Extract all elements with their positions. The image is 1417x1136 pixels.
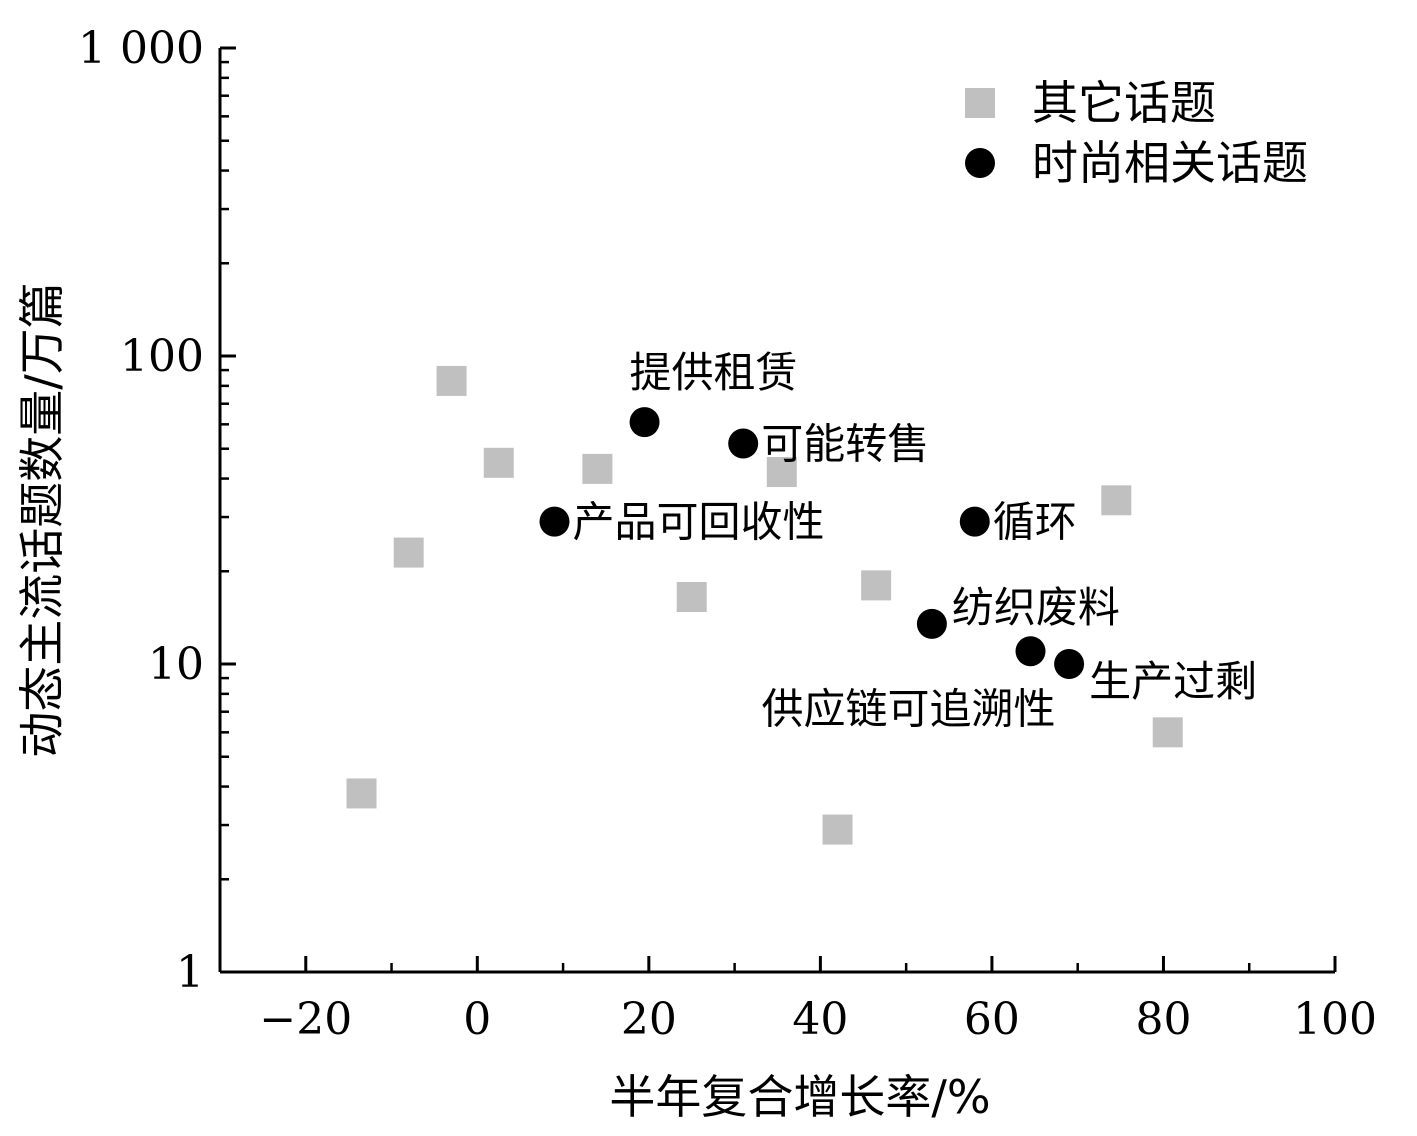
point-label: 提供租赁	[630, 348, 798, 397]
axes	[218, 48, 1335, 974]
fashion-topic-point	[728, 428, 759, 459]
other-topic-point	[861, 570, 892, 601]
y-axis-title: 动态主流话题数量/万篇	[15, 282, 69, 758]
other-topic-point	[436, 365, 467, 396]
x-tick-label: 80	[1135, 994, 1191, 1045]
data-points	[346, 365, 1183, 845]
other-topic-point	[483, 447, 514, 478]
x-tick-label: 60	[964, 994, 1020, 1045]
other-topic-point	[766, 457, 797, 488]
x-tick-label: 20	[621, 994, 677, 1045]
other-topic-point	[822, 814, 853, 845]
point-label: 供应链可追溯性	[762, 684, 1056, 733]
y-tick-label: 1 000	[78, 23, 204, 74]
point-label: 纺织废料	[952, 583, 1120, 632]
x-tick-label: 40	[792, 994, 848, 1045]
legend-circle-icon	[965, 148, 995, 178]
fashion-topic-point	[1054, 649, 1085, 679]
legend-label: 其它话题	[1032, 76, 1216, 130]
other-topic-point	[676, 582, 707, 613]
other-topic-point	[393, 537, 424, 568]
point-label: 生产过剩	[1089, 657, 1257, 706]
fashion-topic-point	[1015, 636, 1046, 667]
x-axis-title: 半年复合增长率/%	[609, 1070, 990, 1124]
axis-ticks: −20 0 20 40 60 80 100 1 10 100 1 000	[78, 23, 1377, 1045]
other-topic-point	[1152, 717, 1183, 748]
x-tick-label: 100	[1293, 994, 1377, 1045]
y-tick-label: 10	[148, 639, 204, 690]
other-topic-point	[582, 453, 613, 484]
legend-square-icon	[965, 88, 995, 118]
fashion-topic-point	[629, 407, 660, 438]
legend-label: 时尚相关话题	[1032, 136, 1308, 190]
fashion-topic-point	[539, 506, 570, 537]
x-tick-label: 0	[463, 994, 491, 1045]
x-tick-label: −20	[259, 994, 352, 1045]
y-tick-label: 1	[176, 947, 204, 998]
point-label: 可能转售	[761, 419, 929, 468]
point-label: 产品可回收性	[573, 498, 825, 547]
y-tick-label: 100	[120, 331, 204, 382]
fashion-topic-point	[916, 608, 947, 639]
point-label: 循环	[993, 498, 1077, 547]
fashion-topic-point	[959, 506, 990, 537]
other-topic-point	[1101, 485, 1132, 516]
other-topic-point	[346, 778, 377, 809]
